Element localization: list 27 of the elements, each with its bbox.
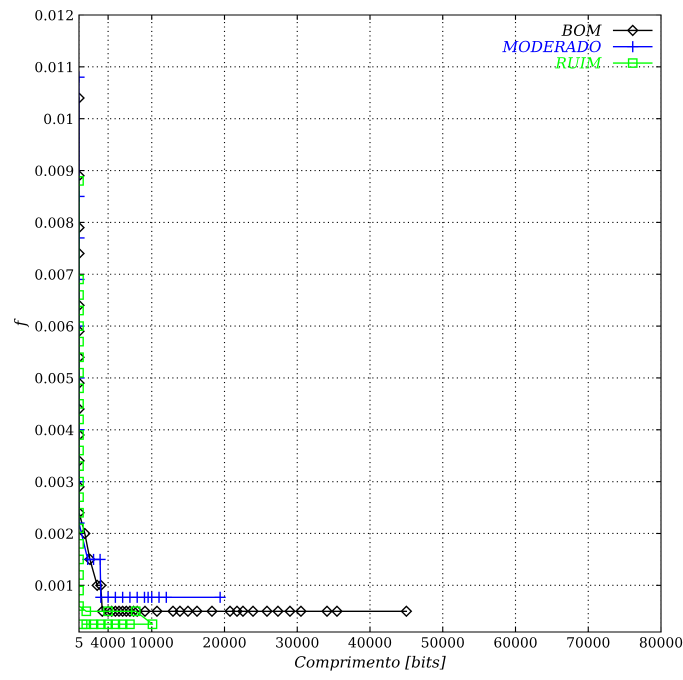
legend-label: MODERADO: [502, 40, 601, 52]
x-tick-label: 20000: [203, 637, 246, 648]
y-tick-label: 0.009: [35, 166, 74, 176]
x-tick-label: 60000: [494, 637, 537, 648]
legend-label: BOM: [562, 24, 602, 36]
y-tick-label: 0.007: [35, 269, 74, 280]
y-tick-label: 0.008: [35, 217, 74, 228]
x-tick-label: 70000: [567, 637, 610, 648]
x-tick-label: 80000: [640, 637, 682, 648]
x-tick-label: 30000: [276, 637, 318, 648]
x-tick-label: 40000: [348, 637, 392, 648]
y-tick-label: 0.003: [35, 476, 74, 488]
x-tick-label: 5: [76, 637, 82, 648]
y-tick-label: 0.004: [35, 424, 74, 436]
x-tick-label: 4000: [90, 637, 125, 648]
y-tick-label: 0.006: [35, 321, 74, 332]
y-tick-label: 0.001: [35, 580, 72, 591]
y-tick-label: 0.002: [35, 528, 73, 539]
y-tick-label: 0.01: [44, 114, 72, 124]
legend-label: RUIM: [555, 57, 602, 69]
y-tick-label: 0.012: [35, 10, 73, 20]
x-tick-label: 50000: [422, 637, 464, 648]
x-tick-label: 10000: [131, 637, 173, 648]
y-tick-label: 0.011: [35, 62, 72, 72]
y-axis-title: f: [14, 318, 29, 328]
x-axis-title: Comprimento [bits]: [294, 656, 446, 671]
y-tick-label: 0.005: [35, 372, 74, 384]
